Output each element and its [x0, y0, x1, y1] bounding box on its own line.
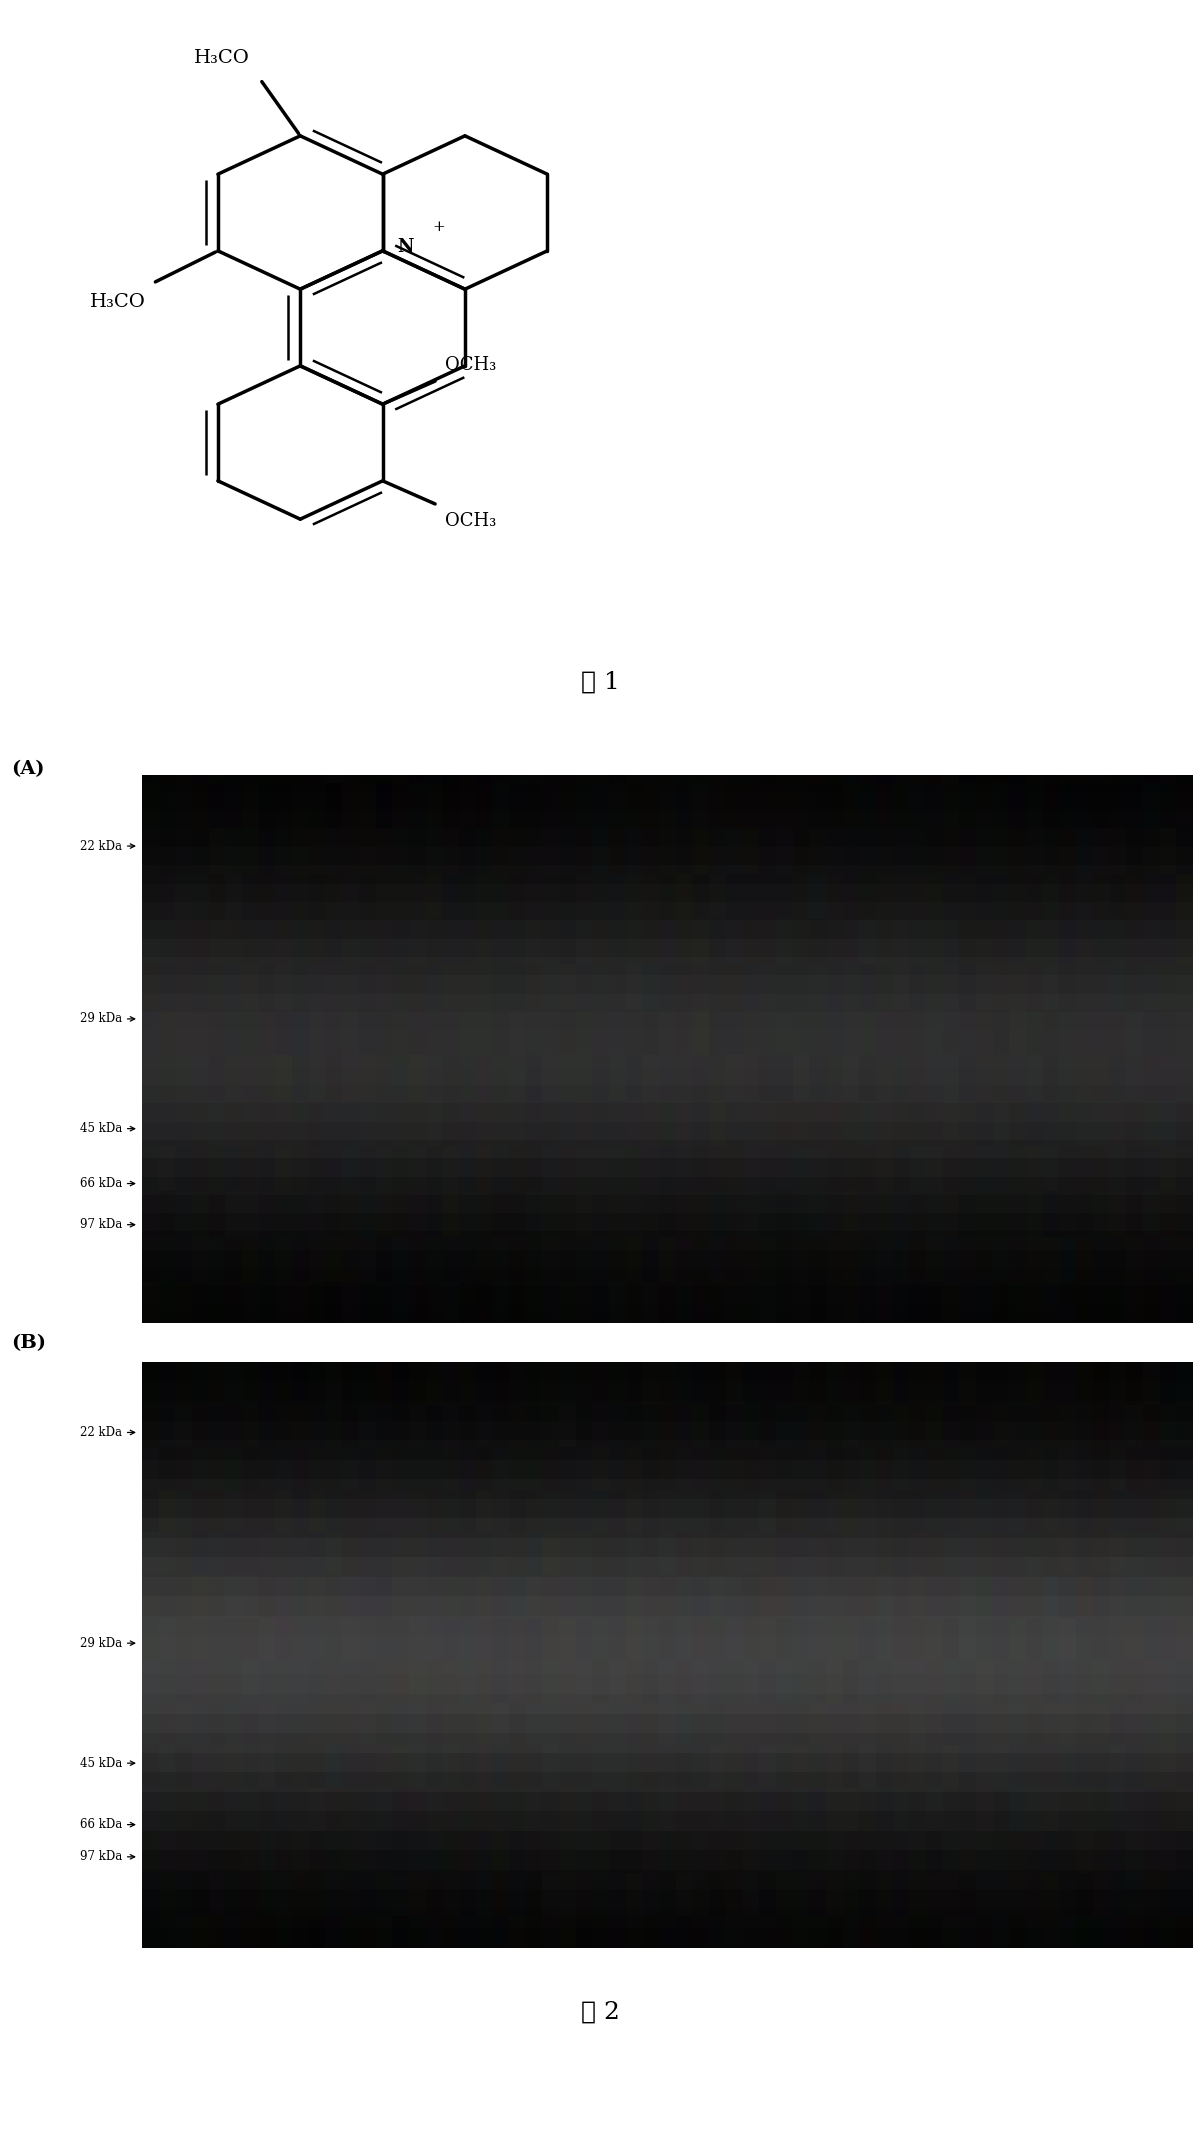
- Text: 22 kDa: 22 kDa: [80, 1427, 121, 1440]
- Text: 45 kDa: 45 kDa: [79, 1121, 121, 1134]
- Text: 97 kDa: 97 kDa: [79, 1851, 121, 1864]
- Text: (B): (B): [12, 1334, 47, 1351]
- Text: OCH₃: OCH₃: [444, 512, 496, 529]
- Text: 97 kDa: 97 kDa: [79, 1218, 121, 1231]
- Text: +: +: [432, 220, 446, 235]
- Text: H₃CO: H₃CO: [90, 293, 145, 310]
- Text: 图 2: 图 2: [581, 2001, 620, 2023]
- Text: 66 kDa: 66 kDa: [79, 1818, 121, 1831]
- Text: H₃CO: H₃CO: [195, 49, 250, 67]
- Text: N: N: [398, 239, 414, 256]
- Text: 29 kDa: 29 kDa: [79, 1638, 121, 1651]
- Text: (A): (A): [12, 760, 44, 779]
- Text: 45 kDa: 45 kDa: [79, 1756, 121, 1769]
- Text: OCH₃: OCH₃: [444, 355, 496, 374]
- Text: 29 kDa: 29 kDa: [79, 1011, 121, 1024]
- Text: 66 kDa: 66 kDa: [79, 1177, 121, 1190]
- Text: 图 1: 图 1: [581, 671, 620, 693]
- Text: 22 kDa: 22 kDa: [80, 839, 121, 852]
